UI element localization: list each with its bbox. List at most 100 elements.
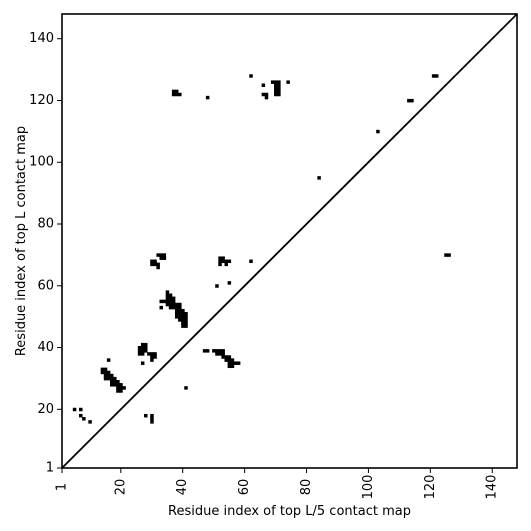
contact-point (274, 80, 278, 84)
contact-point (227, 364, 232, 369)
contact-point (106, 376, 111, 381)
contact-point (72, 407, 77, 412)
x-tick-label: 20 (113, 479, 128, 496)
contact-point (103, 376, 108, 381)
x-tick-label: 60 (237, 479, 252, 496)
contact-point (162, 253, 167, 257)
contact-point (205, 95, 210, 100)
y-tick-label: 100 (29, 155, 54, 170)
contact-point (184, 324, 188, 328)
contact-point (447, 253, 451, 257)
y-tick-label: 60 (37, 278, 54, 293)
contact-point (144, 349, 148, 353)
contact-point (156, 253, 160, 257)
contact-point (159, 253, 163, 257)
contact-point (215, 349, 219, 353)
contact-point (116, 379, 120, 384)
contact-point (274, 86, 278, 91)
contact-point (224, 358, 228, 362)
contact-point (277, 89, 281, 94)
contact-point (227, 361, 232, 365)
contact-point (113, 383, 117, 387)
contact-point (150, 358, 154, 362)
contact-point (431, 74, 436, 78)
contact-point (113, 376, 117, 381)
contact-point (106, 370, 111, 375)
contact-point (113, 379, 117, 384)
contact-point (184, 386, 188, 390)
contact-point (150, 417, 154, 421)
x-tick-label: 80 (299, 479, 314, 496)
y-tick-label: 140 (29, 31, 54, 46)
contact-point (168, 299, 173, 304)
contact-point (116, 389, 120, 393)
contact-point (178, 318, 182, 322)
contact-point (178, 312, 182, 316)
contact-point (277, 83, 281, 87)
contact-point (434, 74, 439, 78)
contact-point (184, 321, 188, 325)
contact-point (230, 361, 235, 365)
contact-point (119, 386, 123, 390)
contact-point (88, 420, 92, 424)
contact-point (150, 352, 154, 356)
y-tick-label: 120 (29, 93, 54, 108)
contact-point (171, 299, 176, 304)
contact-point (162, 299, 167, 304)
contact-point (410, 98, 414, 103)
contact-points (72, 74, 451, 424)
contact-point (150, 413, 154, 418)
contact-point (171, 89, 176, 94)
contact-point (221, 355, 225, 359)
contact-point (181, 308, 185, 313)
contact-point (137, 346, 142, 350)
contact-point (165, 296, 170, 301)
contact-point (215, 284, 219, 288)
contact-point (116, 383, 120, 387)
contact-point (168, 293, 173, 297)
contact-point (106, 358, 111, 362)
contact-point (277, 80, 281, 84)
contact-point (230, 364, 235, 369)
contact-point (109, 376, 114, 381)
contact-point (109, 383, 114, 387)
contact-point (150, 355, 154, 359)
contact-point (103, 373, 108, 378)
contact-point (270, 80, 275, 84)
contact-point (140, 346, 145, 350)
contact-point (227, 259, 232, 264)
contact-point (153, 259, 157, 264)
contact-point (147, 352, 151, 356)
contact-point (233, 361, 238, 365)
contact-point (221, 352, 225, 356)
contact-point (181, 315, 185, 319)
contact-point (153, 352, 157, 356)
x-axis-label: Residue index of top L/5 contact map (168, 504, 411, 519)
x-tick-label: 1 (55, 483, 70, 491)
contact-point (79, 407, 83, 412)
contact-point (144, 413, 148, 418)
plot-frame (61, 13, 518, 469)
contact-point (174, 305, 179, 310)
contact-point (218, 352, 222, 356)
contact-point (144, 346, 148, 350)
contact-point (227, 355, 232, 359)
contact-point (116, 386, 120, 390)
contact-point (230, 358, 235, 362)
contact-point (264, 95, 269, 100)
contact-point (140, 349, 145, 353)
contact-point (261, 92, 266, 97)
contact-point (205, 349, 210, 353)
contact-point (159, 299, 163, 304)
contact-point (218, 259, 222, 264)
contact-point (82, 417, 86, 421)
contact-point (156, 265, 160, 270)
contact-point (137, 352, 142, 356)
contact-point (174, 312, 179, 316)
contact-point (174, 89, 179, 94)
contact-point (274, 92, 278, 97)
contact-point (165, 290, 170, 294)
contact-point (140, 361, 145, 365)
